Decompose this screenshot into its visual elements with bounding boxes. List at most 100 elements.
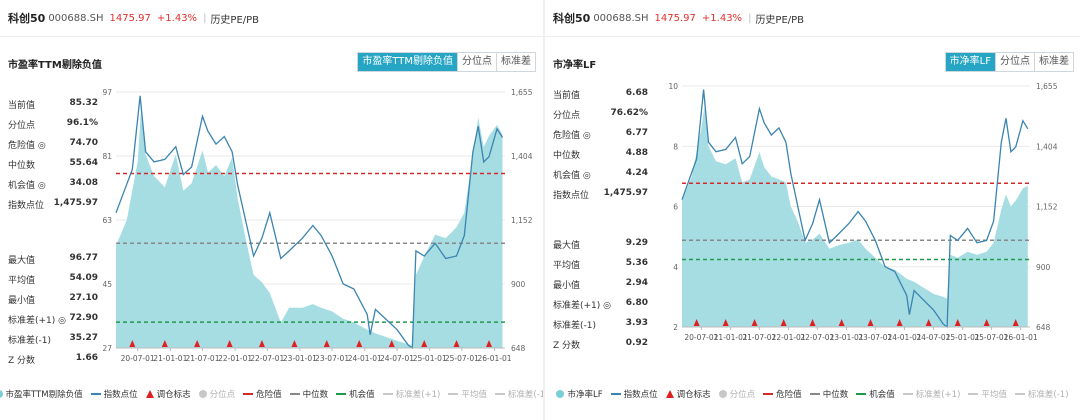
stat-danger[interactable]: 危险值 ◎ 6.77 (553, 128, 648, 141)
x-tick-label: 24-01-01 (348, 354, 382, 363)
panel-header: 科创50 000688.SH 1475.97 +1.43% | 历史PE/PB (545, 0, 1080, 37)
legend-dash-icon (968, 393, 979, 395)
stat-current: 当前值 6.68 (553, 88, 648, 101)
legend-item[interactable]: 平均值 (448, 388, 487, 400)
legend-item[interactable]: 标准差(-1) (494, 388, 543, 400)
panel-divider (543, 0, 545, 420)
pe-panel: 科创50 000688.SH 1475.97 +1.43% | 历史PE/PB … (0, 0, 543, 420)
panel-title: 市盈率TTM剔除负值 (8, 60, 102, 71)
legend-label: 标准差(+1) (915, 390, 961, 400)
rebalance-marker (867, 319, 874, 326)
legend-dot-icon (718, 390, 727, 398)
legend-dash-icon (1014, 393, 1025, 395)
stat-opportunity[interactable]: 机会值 ◎ 34.08 (8, 178, 98, 191)
y-right-tick-label: 900 (511, 280, 526, 289)
x-tick-label: 22-07-01 (800, 333, 834, 342)
stat-std-plus[interactable]: 标准差(+1) ◎ 6.80 (553, 298, 648, 311)
rebalance-marker (129, 340, 136, 347)
stat-median: 中位数 55.64 (8, 158, 98, 171)
legend-item[interactable]: 调仓标志 (665, 388, 711, 400)
rebalance-marker (258, 340, 265, 347)
history-link[interactable]: 历史PE/PB (755, 14, 805, 26)
legend-dash-icon (902, 393, 913, 395)
legend-dash-icon (448, 393, 459, 395)
legend-item[interactable]: 标准差(+1) (902, 388, 961, 400)
legend-label: 市盈率TTM剔除负值 (5, 390, 83, 400)
legend-item[interactable]: 中位数 (809, 388, 849, 400)
rebalance-marker (925, 319, 932, 326)
legend-item[interactable]: 危险值 (763, 388, 802, 400)
x-tick-label: 24-07-01 (380, 354, 414, 363)
legend-item[interactable]: 市净率LF (556, 388, 603, 400)
rebalance-marker (291, 340, 298, 347)
rebalance-marker (323, 340, 330, 347)
tab-std-dev[interactable]: 标准差 (496, 53, 535, 71)
rebalance-marker (954, 319, 961, 326)
x-tick-label: 22-01-01 (772, 333, 806, 342)
x-tick-label: 26-01-01 (1004, 333, 1038, 342)
legend-item[interactable]: 市盈率TTM剔除负值 (0, 388, 83, 400)
legend-item[interactable]: 指数点位 (90, 388, 138, 400)
legend-label: 指数点位 (623, 390, 658, 400)
index-code: 000688.SH (48, 12, 104, 24)
y-right-tick-label: 1,655 (511, 88, 533, 97)
rebalance-marker (226, 340, 233, 347)
rebalance-marker (356, 340, 363, 347)
tab-percentile[interactable]: 分位点 (995, 53, 1034, 71)
legend-label: 调仓标志 (156, 390, 191, 400)
legend-item[interactable]: 中位数 (289, 388, 328, 400)
pe-chart[interactable]: 27456381976489001,1521,4041,65520-07-012… (0, 0, 543, 420)
legend-label: 标准差(+1) (395, 390, 441, 400)
legend-dash-icon (856, 393, 867, 395)
legend-item[interactable]: 调仓标志 (145, 388, 191, 400)
legend-label: 中位数 (822, 390, 849, 400)
legend-item[interactable]: 平均值 (968, 388, 1007, 400)
y-left-tick-label: 10 (668, 82, 678, 91)
pb-chart[interactable]: 2 4 6 8 10 648 900 1,152 1,404 1,655 20-07-0121-01… (545, 0, 1080, 420)
tab-percentile[interactable]: 分位点 (457, 53, 496, 71)
rebalance-marker (809, 319, 816, 326)
legend-triangle-icon (665, 390, 674, 398)
rebalance-marker (780, 319, 787, 326)
legend-dot-icon (198, 390, 207, 398)
legend-item[interactable]: 标准差(+1) (382, 388, 441, 400)
y-right-tick-label: 1,152 (1036, 203, 1058, 212)
y-left-tick-label: 81 (102, 152, 112, 161)
stat-median: 中位数 4.88 (553, 148, 648, 161)
legend-item[interactable]: 机会值 (856, 388, 895, 400)
stat-min: 最小值 2.94 (553, 278, 648, 291)
x-tick-label: 25-01-01 (946, 333, 980, 342)
stat-opportunity[interactable]: 机会值 ◎ 4.24 (553, 168, 648, 181)
y-right-tick-label: 648 (1036, 323, 1051, 332)
legend-dash-icon (809, 393, 820, 395)
stat-std-minus: 标准差(-1) 35.27 (8, 333, 98, 346)
rebalance-marker (486, 340, 493, 347)
chart-legend: 市净率LF 指数点位 调仓标志 分位点 危险值 中位数 机会值 标准差(+1) 平均值 标准差(-… (545, 388, 1080, 400)
pb-panel: 科创50 000688.SH 1475.97 +1.43% | 历史PE/PB … (545, 0, 1080, 420)
legend-item[interactable]: 机会值 (336, 388, 375, 400)
x-tick-label: 20-07-01 (121, 354, 155, 363)
legend-dash-icon (763, 393, 774, 395)
x-tick-label: 20-07-01 (684, 333, 718, 342)
legend-item[interactable]: 危险值 (243, 388, 282, 400)
legend-label: 危险值 (776, 390, 802, 400)
legend-dash-icon (382, 393, 393, 395)
stat-mean: 平均值 54.09 (8, 273, 98, 286)
history-link[interactable]: 历史PE/PB (210, 14, 260, 26)
x-tick-label: 23-01-01 (830, 333, 864, 342)
x-tick-label: 25-01-01 (413, 354, 447, 363)
tab-pe-ttm[interactable]: 市盈率TTM剔除负值 (358, 53, 457, 71)
stat-danger[interactable]: 危险值 ◎ 74.70 (8, 138, 98, 151)
y-left-tick-label: 45 (102, 280, 112, 289)
legend-item[interactable]: 分位点 (198, 388, 236, 400)
legend-label: 标准差(-1) (507, 390, 543, 400)
stat-mean: 平均值 5.36 (553, 258, 648, 271)
tab-pb-lf[interactable]: 市净率LF (945, 53, 995, 71)
legend-item[interactable]: 指数点位 (610, 388, 658, 400)
stat-std-plus[interactable]: 标准差(+1) ◎ 72.90 (8, 313, 98, 326)
legend-item[interactable]: 分位点 (718, 388, 755, 400)
x-tick-label: 21-01-01 (714, 333, 748, 342)
legend-label: 分位点 (209, 390, 236, 400)
legend-item[interactable]: 标准差(-1) (1014, 388, 1069, 400)
tab-std-dev[interactable]: 标准差 (1034, 53, 1073, 71)
